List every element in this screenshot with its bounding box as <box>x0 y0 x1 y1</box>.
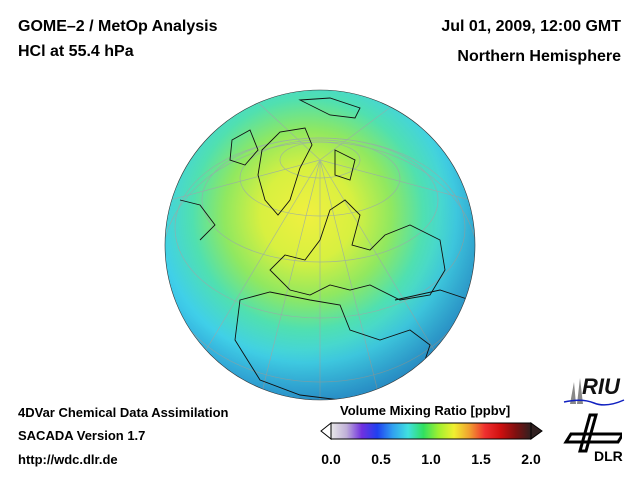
riu-logo: RIU <box>562 372 625 406</box>
colorbar-tick: 1.5 <box>471 451 491 467</box>
colorbar-tick: 0.0 <box>321 451 341 467</box>
datetime: Jul 01, 2009, 12:00 GMT <box>441 18 621 35</box>
colorbar-under-arrow <box>320 421 332 441</box>
colorbar-tick: 1.0 <box>421 451 441 467</box>
colorbar-label: Volume Mixing Ratio [ppbv] <box>340 403 511 418</box>
footer-line1: 4DVar Chemical Data Assimilation <box>18 405 229 420</box>
colorbar-tick: 0.5 <box>371 451 391 467</box>
riu-logo-text: RIU <box>582 374 620 399</box>
title-line2: HCl at 55.4 hPa <box>18 43 134 60</box>
dlr-logo: DLR <box>562 412 626 472</box>
colorbar-tick: 2.0 <box>521 451 541 467</box>
colorbar-over-arrow <box>530 422 543 440</box>
dlr-logo-text: DLR <box>594 448 623 464</box>
region: Northern Hemisphere <box>457 48 621 65</box>
dlr-emblem <box>563 413 626 453</box>
footer-line2: SACADA Version 1.7 <box>18 428 146 443</box>
colorbar <box>320 421 543 441</box>
colorbar-ramp <box>330 422 532 440</box>
footer-url[interactable]: http://wdc.dlr.de <box>18 452 118 467</box>
title-line1: GOME–2 / MetOp Analysis <box>18 18 218 35</box>
